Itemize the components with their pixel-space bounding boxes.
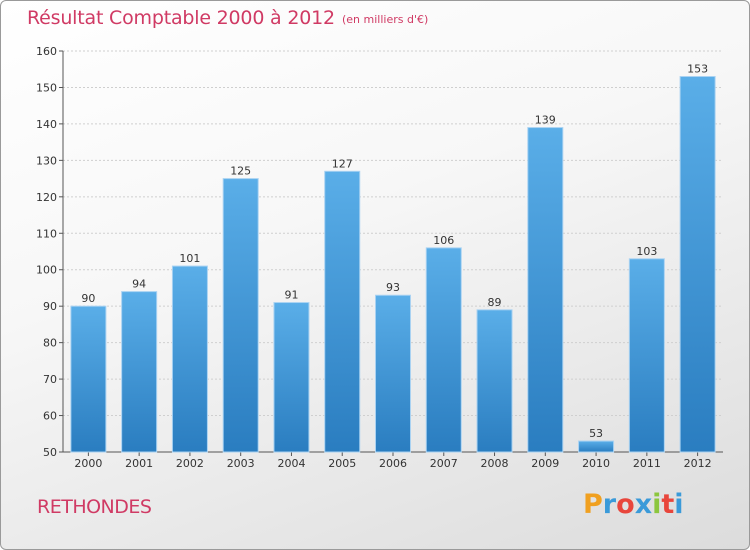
data-label: 91 <box>284 289 298 302</box>
x-tick-label: 2003 <box>227 457 255 470</box>
logo-letter: t <box>661 489 675 520</box>
bar <box>273 302 310 453</box>
x-tick-label: 2001 <box>125 457 153 470</box>
logo-letter: x <box>634 489 653 520</box>
y-tick-label: 100 <box>36 264 57 277</box>
y-tick-label: 150 <box>36 81 57 94</box>
x-tick-label: 2004 <box>277 457 305 470</box>
data-label: 94 <box>132 278 146 291</box>
data-label: 103 <box>636 245 657 258</box>
data-label: 93 <box>386 281 400 294</box>
logo-letter: r <box>602 489 617 520</box>
y-tick-label: 110 <box>36 227 57 240</box>
data-label: 139 <box>535 114 556 127</box>
bar <box>222 178 259 453</box>
bar <box>527 127 564 453</box>
bar <box>375 294 411 453</box>
x-tick-label: 2007 <box>430 457 458 470</box>
chart-title: Résultat Comptable 2000 à 2012 <box>27 7 335 29</box>
y-tick-label: 50 <box>43 446 57 459</box>
y-tick-label: 90 <box>43 300 57 313</box>
y-tick-label: 130 <box>36 154 57 167</box>
commune-name: RETHONDES <box>37 496 152 518</box>
x-tick-label: 2012 <box>684 457 712 470</box>
bar <box>121 291 158 453</box>
bar <box>578 440 615 453</box>
bar <box>70 305 107 453</box>
data-label: 127 <box>332 157 353 170</box>
x-tick-label: 2005 <box>328 457 356 470</box>
bar <box>628 258 665 453</box>
y-tick-label: 140 <box>36 118 57 131</box>
data-label: 89 <box>488 296 502 309</box>
bar <box>679 76 716 453</box>
x-tick-label: 2009 <box>531 457 559 470</box>
bar <box>476 309 513 453</box>
chart-subtitle: (en milliers d'€) <box>342 13 429 26</box>
y-tick-label: 70 <box>43 373 57 386</box>
y-tick-label: 120 <box>36 191 57 204</box>
logo-letter: P <box>583 489 603 520</box>
x-tick-label: 2002 <box>176 457 204 470</box>
x-tick-label: 2011 <box>633 457 661 470</box>
data-label: 101 <box>179 252 200 265</box>
logo-letter: i <box>674 489 684 520</box>
bar <box>171 265 208 453</box>
y-tick-label: 60 <box>43 410 57 423</box>
y-tick-label: 80 <box>43 337 57 350</box>
logo-letter: o <box>616 489 635 520</box>
x-tick-label: 2008 <box>481 457 509 470</box>
data-label: 153 <box>687 63 708 76</box>
x-tick-label: 2006 <box>379 457 407 470</box>
data-label: 106 <box>433 234 454 247</box>
labels: 90 2000 94 2001 101 2002 125 2003 91 2004 127 2005 9… <box>74 63 711 470</box>
bars <box>70 76 716 453</box>
data-label: 53 <box>589 427 603 440</box>
data-label: 90 <box>81 292 95 305</box>
logo-letter: i <box>652 489 662 520</box>
proxiti-logo: Proxiti <box>583 489 684 520</box>
x-tick-label: 2010 <box>582 457 610 470</box>
bar <box>425 247 462 453</box>
bar <box>324 170 361 453</box>
y-tick-label: 160 <box>36 45 57 58</box>
data-label: 125 <box>230 165 251 178</box>
x-tick-label: 2000 <box>74 457 102 470</box>
